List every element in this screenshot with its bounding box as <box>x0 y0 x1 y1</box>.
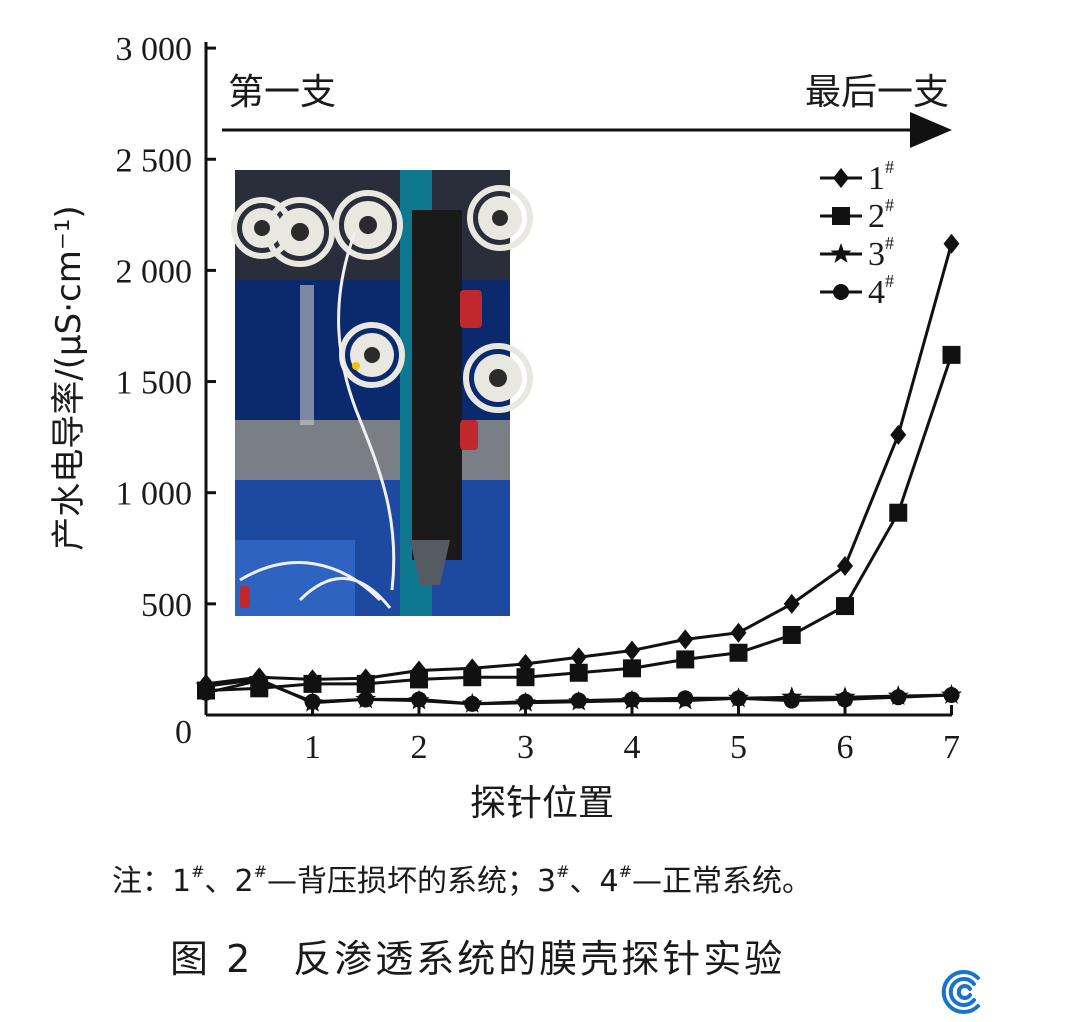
legend-marker <box>833 284 849 300</box>
data-point <box>463 668 482 687</box>
legend-label: 3# <box>868 233 894 273</box>
legend-item: 1# <box>820 157 894 197</box>
data-point <box>304 693 321 710</box>
x-tick-label: 7 <box>943 729 960 766</box>
legend-label: 1# <box>868 157 894 197</box>
legend-item: 4# <box>820 271 894 311</box>
data-point <box>517 693 534 710</box>
data-point <box>783 593 800 614</box>
legend-sup: # <box>885 157 894 177</box>
data-point <box>570 692 587 709</box>
legend-label: 2# <box>868 195 894 235</box>
figure-number: 图 2 <box>170 937 254 981</box>
data-point <box>836 597 854 616</box>
data-point <box>729 643 748 662</box>
data-point <box>411 691 427 708</box>
note-sep-2: 、 <box>569 864 600 899</box>
note-series-1: 1 <box>172 864 192 899</box>
data-point <box>251 672 268 689</box>
data-point <box>569 663 588 682</box>
data-point <box>677 690 694 707</box>
x-tick-label: 4 <box>624 729 641 766</box>
data-point <box>943 233 960 254</box>
data-point <box>837 556 853 577</box>
note-sup-3: # <box>556 862 570 881</box>
data-point <box>676 650 695 669</box>
y-tick-label: 500 <box>141 587 192 624</box>
y-tick-label: 2 500 <box>116 142 193 179</box>
note-damaged: —背压损坏的系统； <box>267 864 537 899</box>
note-sup-1: # <box>191 862 205 881</box>
x-tick-label: 3 <box>517 729 534 766</box>
series-layer <box>195 233 962 713</box>
note-prefix: 注： <box>112 864 172 899</box>
data-point <box>198 684 214 701</box>
y-tick-label: 1 500 <box>116 365 193 402</box>
note-normal: —正常系统。 <box>632 864 812 899</box>
figure-caption: 图 2 反渗透系统的膜壳探针实验 <box>170 928 785 983</box>
x-tick-label: 5 <box>730 729 747 766</box>
inset-photo <box>231 170 533 616</box>
y-axis-title: 产水电导率/(μS·cm⁻¹) <box>49 205 89 550</box>
data-point <box>730 622 747 643</box>
series-4 <box>198 672 960 712</box>
data-point <box>889 503 908 522</box>
x-tick-label: 6 <box>837 729 854 766</box>
legend-marker <box>832 207 850 225</box>
legend-sup: # <box>885 271 894 291</box>
data-point <box>942 345 961 364</box>
legend: 1#2#3#4# <box>820 157 894 311</box>
logo-icon <box>941 970 980 1014</box>
y-tick-label: 0 <box>175 714 192 751</box>
note-sep-1: 、 <box>204 864 235 899</box>
x-tick-label: 2 <box>411 729 428 766</box>
data-point <box>782 625 801 644</box>
y-ticks: 0 500 1 000 1 500 2 000 2 500 3 000 <box>116 31 216 751</box>
note-series-2: 2 <box>234 864 254 899</box>
data-point <box>837 691 853 708</box>
data-point <box>624 691 640 708</box>
data-point <box>623 659 641 678</box>
data-point <box>356 674 375 693</box>
y-tick-label: 3 000 <box>116 31 193 68</box>
data-point <box>516 668 535 687</box>
note-sup-2: # <box>253 862 267 881</box>
legend-label: 4# <box>868 271 894 311</box>
note-sup-4: # <box>618 862 632 881</box>
data-point <box>943 686 960 703</box>
annotation-first: 第一支 <box>228 72 336 113</box>
figure-title: 反渗透系统的膜壳探针实验 <box>293 937 786 981</box>
legend-item: 3# <box>820 233 894 273</box>
y-tick-label: 2 000 <box>116 253 193 290</box>
data-point <box>410 670 428 689</box>
legend-marker <box>830 243 852 263</box>
x-ticks: 1 2 3 4 5 6 7 <box>304 705 960 766</box>
legend-sup: # <box>885 195 894 215</box>
data-point <box>303 674 322 693</box>
data-point <box>464 695 481 712</box>
data-point <box>783 692 800 709</box>
data-point <box>570 647 587 668</box>
legend-marker <box>833 168 849 188</box>
annotation-last: 最后一支 <box>805 72 949 113</box>
legend-sup: # <box>885 233 894 253</box>
chart: 0 500 1 000 1 500 2 000 2 500 3 000 1 2 3 4 5 6 7 第一… <box>49 31 962 824</box>
x-tick-label: 1 <box>304 729 321 766</box>
data-point <box>890 689 907 706</box>
x-axis-title: 探针位置 <box>470 783 614 824</box>
note-series-3: 3 <box>537 864 557 899</box>
data-point <box>677 629 694 650</box>
legend-item: 2# <box>820 195 894 235</box>
data-point <box>357 691 374 708</box>
note-series-4: 4 <box>599 864 619 899</box>
data-point <box>624 640 640 661</box>
y-tick-label: 1 000 <box>116 476 193 513</box>
data-point <box>890 424 907 445</box>
figure-note: 注：1#、2#—背压损坏的系统；3#、4#—正常系统。 <box>112 856 812 900</box>
data-point <box>730 690 747 707</box>
